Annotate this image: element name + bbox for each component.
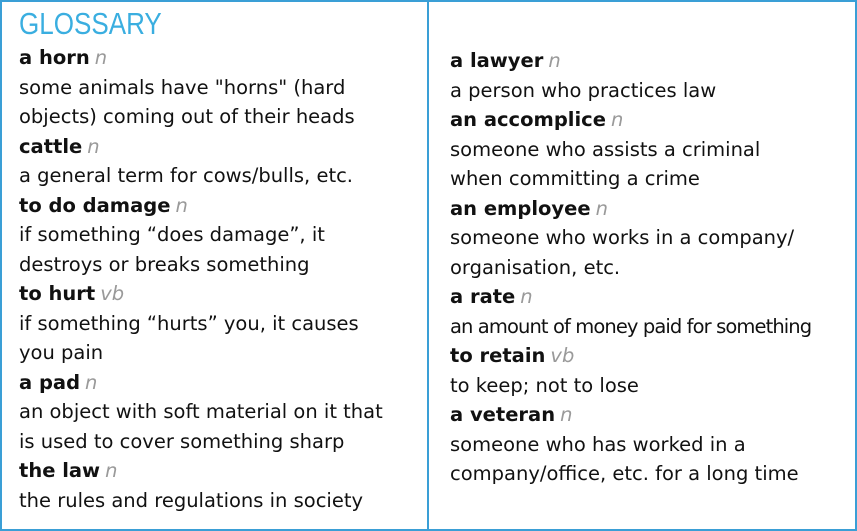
- glossary-entry: an accomplice n someone who assists a cri…: [450, 105, 855, 194]
- glossary-term: a lawyer: [450, 49, 544, 72]
- glossary-entry: cattle n a general term for cows/bulls, e…: [19, 132, 427, 191]
- glossary-definition: a person who practices law: [450, 78, 717, 102]
- glossary-entry: an employee n someone who works in a comp…: [450, 194, 855, 283]
- glossary-definition: someone who has worked in a company/offi…: [450, 432, 799, 486]
- glossary-right-column: a lawyer n a person who practices law an …: [429, 2, 855, 529]
- part-of-speech: vb: [550, 344, 575, 367]
- glossary-entry: to retain vb to keep; not to lose: [450, 341, 855, 400]
- part-of-speech: n: [94, 46, 108, 69]
- part-of-speech: n: [548, 49, 561, 72]
- part-of-speech: n: [105, 459, 118, 482]
- glossary-definition: someone who works in a company/ organisa…: [450, 226, 795, 279]
- glossary-term: a pad: [19, 370, 81, 394]
- glossary-definition: if something “does damage”, it destroys …: [19, 223, 325, 276]
- part-of-speech: n: [85, 370, 98, 394]
- glossary-definition: someone who assists a criminal when comm…: [450, 137, 761, 191]
- glossary-entry: to do damage n if something “does damage”…: [19, 191, 427, 280]
- glossary-term: an employee: [450, 196, 591, 220]
- glossary-term: a horn: [19, 46, 90, 69]
- glossary-term: an accomplice: [450, 108, 606, 131]
- glossary-definition: to keep; not to lose: [450, 373, 639, 397]
- glossary-term: to retain: [450, 344, 546, 367]
- glossary-definition: the rules and regulations in society: [19, 488, 364, 512]
- glossary-entry: to hurt vb if something “hurts” you, it c…: [19, 279, 427, 368]
- glossary-term: a rate: [450, 285, 516, 308]
- part-of-speech: n: [560, 403, 573, 426]
- glossary-entry: the law n the rules and regulations in so…: [19, 456, 427, 515]
- glossary-term: to do damage: [19, 193, 171, 217]
- part-of-speech: n: [175, 193, 188, 217]
- glossary-title: GLOSSARY: [19, 6, 162, 41]
- glossary-entry: a pad n an object with soft material on i…: [19, 368, 427, 457]
- glossary-definition: an object with soft material on it that …: [19, 400, 383, 453]
- part-of-speech: vb: [100, 282, 125, 305]
- glossary-definition: a general term for cows/bulls, etc.: [19, 164, 354, 187]
- glossary-definition: if something “hurts” you, it causes you …: [19, 311, 359, 365]
- glossary-term: cattle: [19, 134, 83, 158]
- glossary-term: a veteran: [450, 403, 556, 426]
- part-of-speech: n: [87, 134, 100, 158]
- glossary-entry: a horn n some animals have "horns" (hard …: [19, 43, 427, 132]
- glossary-entry: a rate n an amount of money paid for some…: [450, 282, 855, 341]
- glossary-entry: a lawyer n a person who practices law: [450, 46, 855, 105]
- glossary-left-column: GLOSSARY a horn n some animals have "horn…: [2, 2, 429, 529]
- glossary-definition: some animals have "horns" (hard objects)…: [19, 75, 355, 129]
- part-of-speech: n: [595, 196, 608, 220]
- glossary-entry: a veteran n someone who has worked in a c…: [450, 400, 855, 489]
- part-of-speech: n: [610, 108, 624, 131]
- glossary-term: to hurt: [19, 282, 96, 305]
- glossary-term: the law: [19, 459, 101, 482]
- part-of-speech: n: [520, 285, 533, 308]
- glossary-definition: an amount of money paid for something: [450, 314, 812, 338]
